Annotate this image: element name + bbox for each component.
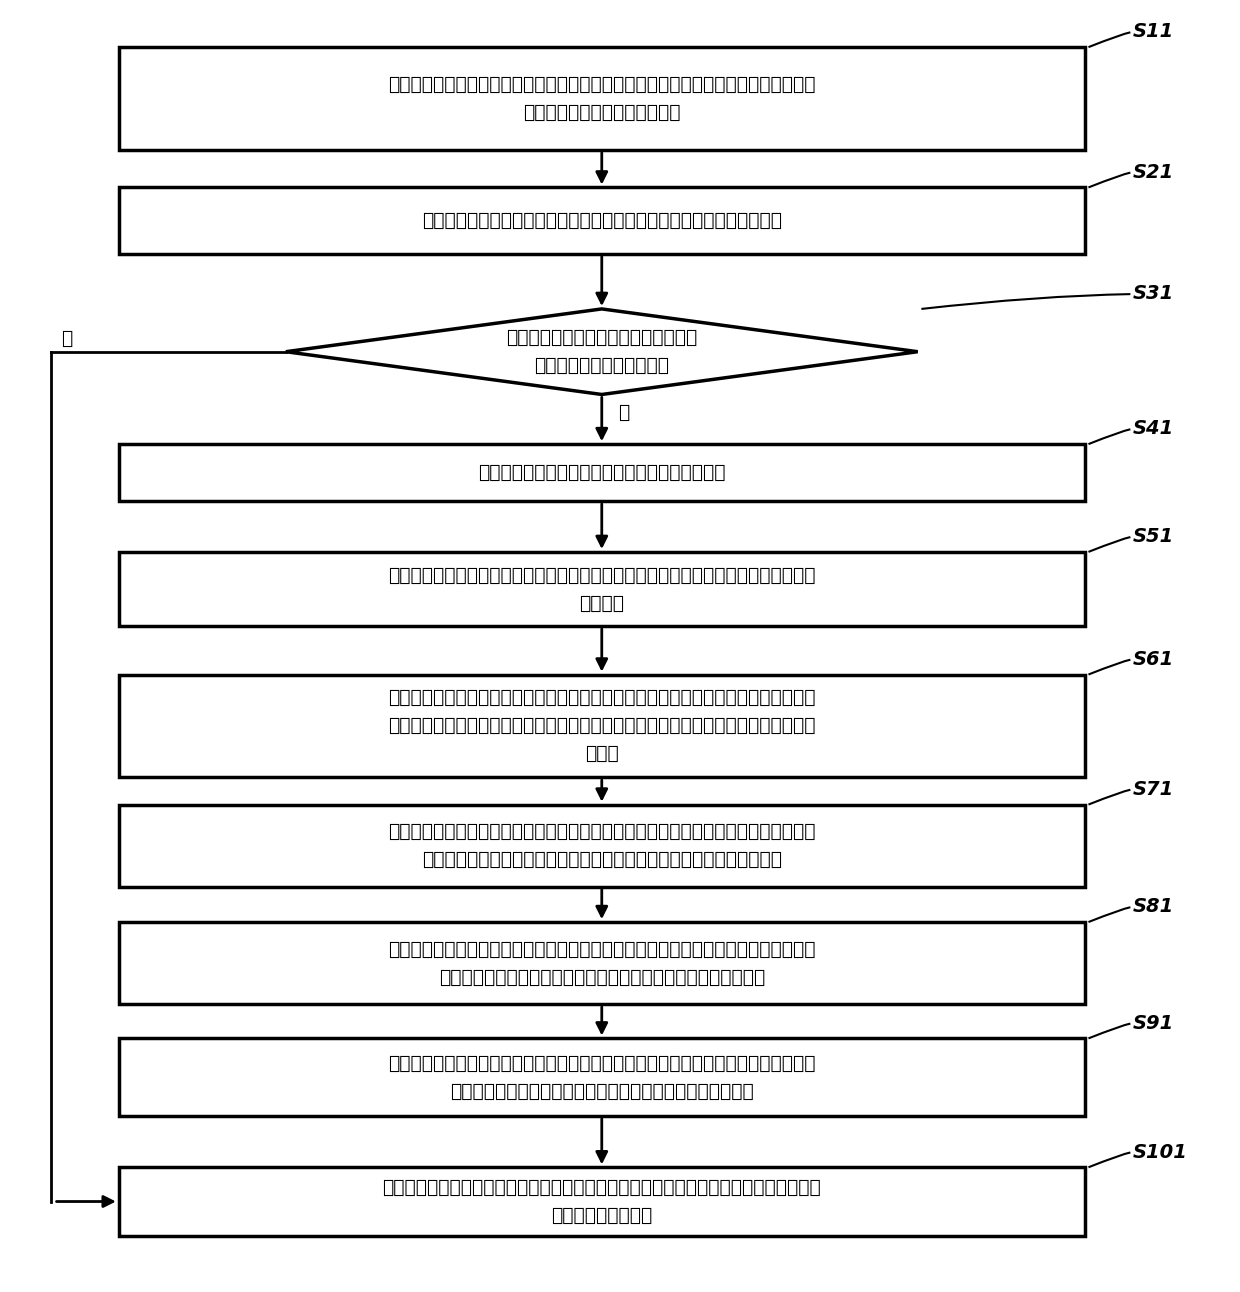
Text: S71: S71 (1133, 780, 1174, 798)
FancyBboxPatch shape (119, 805, 1085, 886)
Text: 将所述特征词的标注结果与语言表达习惯进行匹配: 将所述特征词的标注结果与语言表达习惯进行匹配 (479, 463, 725, 482)
FancyBboxPatch shape (119, 47, 1085, 150)
Text: S81: S81 (1133, 898, 1174, 916)
Text: 否: 否 (62, 328, 73, 348)
FancyBboxPatch shape (119, 444, 1085, 501)
Text: S31: S31 (1133, 284, 1174, 304)
FancyBboxPatch shape (119, 552, 1085, 627)
Text: S61: S61 (1133, 650, 1174, 669)
Text: S21: S21 (1133, 163, 1174, 182)
Text: 当所述标注结果与所述语言表达习惯匹配成功时，对提取后的所述目标文本进行修正条
件的判断: 当所述标注结果与所述语言表达习惯匹配成功时，对提取后的所述目标文本进行修正条 件… (388, 566, 816, 612)
Text: 根据检测结果和所述语言表达习惯判断
所述目标文本是否断句正确: 根据检测结果和所述语言表达习惯判断 所述目标文本是否断句正确 (506, 328, 697, 375)
Text: 根据所述语言表达习惯对所述目标文本进行标点符号修正，通过停顿检测结果进行断句，
并输出所述目标文本: 根据所述语言表达习惯对所述目标文本进行标点符号修正，通过停顿检测结果进行断句， … (382, 1178, 821, 1225)
FancyBboxPatch shape (119, 1167, 1085, 1235)
FancyBboxPatch shape (119, 187, 1085, 253)
Text: S51: S51 (1133, 527, 1174, 547)
Text: 当判断到所述文本语句为所述感叹句时，则在所述文本语句的末端添加感叹号；当判断
到所述文本语句为陈述句时，则在所述陈述句的末端添加句号: 当判断到所述文本语句为所述感叹句时，则在所述文本语句的末端添加感叹号；当判断 到… (388, 1054, 816, 1101)
Text: 当判断到所述目标文本中的文本语句内存在停顿时，则在停顿对应位置添加逗号；当判
断到所述目标文本中相邻所述特征词之间存在并列关系时，则在相邻所述特征词之间添
加顿: 当判断到所述目标文本中的文本语句内存在停顿时，则在停顿对应位置添加逗号；当判 断… (388, 689, 816, 764)
Text: 当判断到相邻所述文本语句的句式之间存在并列关系时，则在相邻所述文本语句之间添
加分号；当判断到所述文本语句内存在专有词时，对所述专有词添加引号: 当判断到相邻所述文本语句的句式之间存在并列关系时，则在相邻所述文本语句之间添 加… (388, 822, 816, 870)
Polygon shape (285, 309, 918, 394)
FancyBboxPatch shape (119, 674, 1085, 778)
Text: 当判断到所述文本语句为解释说明书语句时，则在所述文本语句的末端添加冒号；当判
断到所述文本语句为疑问句时，则在所述文本语句的末端添加问号: 当判断到所述文本语句为解释说明书语句时，则在所述文本语句的末端添加冒号；当判 断… (388, 939, 816, 987)
Text: S101: S101 (1133, 1142, 1188, 1162)
Text: S11: S11 (1133, 22, 1174, 41)
Text: S91: S91 (1133, 1014, 1174, 1032)
FancyBboxPatch shape (119, 1039, 1085, 1116)
Text: 对所述目标文本进行特征词的提取和标注，并所述目标文本进行停顿检测: 对所述目标文本进行特征词的提取和标注，并所述目标文本进行停顿检测 (422, 211, 781, 230)
Text: 获取待识别语音，对所述待识别语音进行音素识别，以得到音素数据；对所述音素数据
进行解码，以得到所述目标文本: 获取待识别语音，对所述待识别语音进行音素识别，以得到音素数据；对所述音素数据 进… (388, 75, 816, 121)
Text: 是: 是 (618, 403, 629, 422)
Text: S41: S41 (1133, 420, 1174, 438)
FancyBboxPatch shape (119, 922, 1085, 1004)
